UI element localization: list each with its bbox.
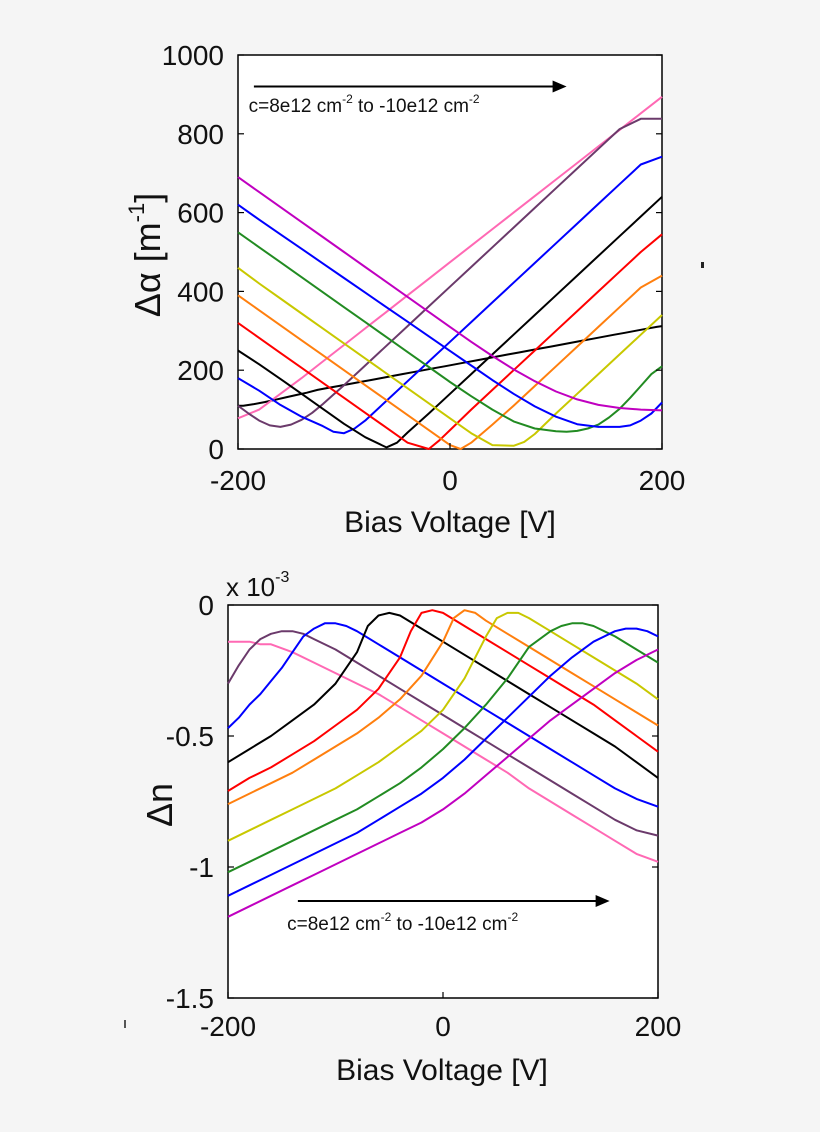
index-y-tick-label-1: 0 xyxy=(198,590,214,621)
index-y-ticks: 0 -0.5 -1 -1.5 xyxy=(166,590,658,1014)
index-exponent-label: x 10-3 xyxy=(226,569,289,602)
refractive-index-chart: c=8e12 cm-2 to -10e12 cm-2 0-0.5-1-1.5 -… xyxy=(139,569,681,1087)
plot-area-frame-bottom xyxy=(227,604,659,999)
index-annotation: c=8e12 cm-2 to -10e12 cm-2 xyxy=(287,895,610,935)
absorption-y-tick-label-4: 600 xyxy=(177,198,224,229)
index-series-group xyxy=(227,609,659,918)
absorption-annotation: c=8e12 cm-2 to -10e12 cm-2 xyxy=(249,80,567,117)
absorption-y-label-main: Δα [m xyxy=(127,222,168,317)
absorption-annotation-text: c=8e12 cm-2 to -10e12 cm-2 xyxy=(249,92,480,117)
index-y-tick-label-2: -0.5 xyxy=(166,721,214,752)
index-x-tick-label-2: 0 xyxy=(435,1011,451,1042)
index-y-axis-label: Δn xyxy=(139,783,180,827)
absorption-series-line-4 xyxy=(237,155,663,435)
absorption-y-tick-label-6: 1000 xyxy=(162,40,224,71)
absorption-annotation-part-1: c=8e12 cm xyxy=(249,96,342,117)
absorption-y-axis-label: Δα [m-1] xyxy=(124,193,168,317)
index-series-line-8 xyxy=(227,622,659,874)
absorption-annotation-sup-2: -2 xyxy=(469,92,480,106)
absorption-series-line-5 xyxy=(237,196,663,449)
index-y-tick-label-3: -1 xyxy=(189,852,214,883)
index-annotation-sup-2: -2 xyxy=(507,910,518,924)
absorption-series-line-11 xyxy=(237,176,663,412)
index-series-line-3 xyxy=(227,622,659,808)
absorption-series-group xyxy=(237,96,663,450)
absorption-series-line-7 xyxy=(237,274,663,450)
index-x-tick-label-1: -200 xyxy=(200,1011,256,1042)
absorption-x-tick-label-2: 0 xyxy=(442,465,458,496)
absorption-y-tick-label-5: 800 xyxy=(177,119,224,150)
absorption-series-line-10 xyxy=(237,203,663,428)
absorption-y-tick-label-3: 400 xyxy=(177,276,224,307)
absorption-x-tick-label-3: 200 xyxy=(639,465,686,496)
absorption-series-line-8 xyxy=(237,266,663,447)
absorption-annotation-sup-1: -2 xyxy=(342,92,353,106)
plot-area-frame xyxy=(237,54,663,450)
absorption-x-ticks: -200 0 200 xyxy=(210,443,685,496)
index-annotation-text: c=8e12 cm-2 to -10e12 cm-2 xyxy=(287,910,518,935)
absorption-y-tick-label-1: 0 xyxy=(208,434,224,465)
absorption-series-line-1 xyxy=(238,325,663,407)
index-annotation-arrow-head xyxy=(595,895,610,908)
index-series-line-7 xyxy=(227,611,659,842)
absorption-annotation-part-2: to -10e12 cm xyxy=(353,96,469,117)
index-annotation-part-1: c=8e12 cm xyxy=(287,914,380,935)
index-annotation-sup-1: -2 xyxy=(381,910,392,924)
absorption-chart: c=8e12 cm-2 to -10e12 cm-2 0200400600800… xyxy=(124,40,685,539)
absorption-y-label-end: ] xyxy=(127,193,168,203)
stray-mark-right xyxy=(701,262,704,268)
absorption-y-ticks: 0 200 400 600 800 1000 xyxy=(162,40,662,465)
index-series-line-1 xyxy=(228,640,659,863)
index-series-line-9 xyxy=(227,627,659,897)
index-annotation-part-2: to -10e12 cm xyxy=(391,914,507,935)
absorption-series-line-6 xyxy=(237,233,663,450)
index-x-ticks: -200 0 200 xyxy=(200,992,681,1042)
absorption-y-label-sup: -1 xyxy=(124,203,149,223)
index-series-line-10 xyxy=(227,648,659,918)
index-series-line-4 xyxy=(227,611,659,779)
stray-mark-left xyxy=(124,1020,126,1028)
absorption-series-line-9 xyxy=(237,231,663,433)
index-series-line-6 xyxy=(227,609,659,805)
index-exponent-sup: -3 xyxy=(275,569,289,586)
index-y-tick-label-4: -1.5 xyxy=(166,983,214,1014)
absorption-x-axis-label: Bias Voltage [V] xyxy=(344,506,556,539)
index-series-line-5 xyxy=(227,609,659,792)
index-exponent-main: x 10 xyxy=(226,572,275,602)
absorption-x-tick-label-1: -200 xyxy=(210,465,266,496)
absorption-annotation-arrow-head xyxy=(552,80,567,93)
absorption-series-line-3 xyxy=(237,117,662,428)
index-x-axis-label: Bias Voltage [V] xyxy=(336,1054,548,1087)
index-x-tick-label-3: 200 xyxy=(635,1011,682,1042)
index-series-line-2 xyxy=(227,630,659,837)
absorption-y-tick-label-2: 200 xyxy=(177,355,224,386)
